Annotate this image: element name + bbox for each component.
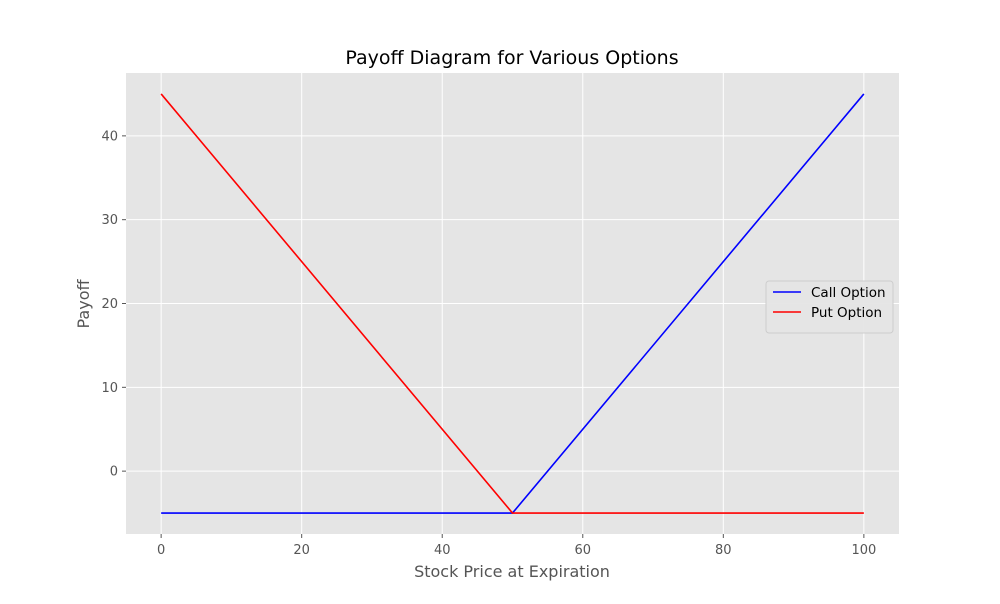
x-axis-title: Stock Price at Expiration <box>414 562 610 581</box>
x-tick-label: 60 <box>574 543 591 558</box>
y-axis-ticks: 0 10 20 30 40 <box>101 129 126 480</box>
x-tick-label: 20 <box>293 543 310 558</box>
grid-lines <box>126 73 899 534</box>
series-line-put-option <box>160 93 864 514</box>
y-tick-label: 10 <box>101 381 118 396</box>
y-tick-label: 0 <box>110 465 118 480</box>
x-axis-ticks: 0 20 40 60 80 100 <box>157 534 876 558</box>
legend-box <box>765 280 894 334</box>
series-lines <box>160 93 865 514</box>
y-axis-title: Payoff <box>74 279 93 329</box>
x-tick-label: 80 <box>715 543 732 558</box>
x-tick-label: 0 <box>157 543 165 558</box>
y-tick-label: 40 <box>101 129 118 144</box>
legend-label-call-option: Call Option <box>811 285 886 301</box>
legend-label-put-option: Put Option <box>811 305 882 321</box>
chart-title: Payoff Diagram for Various Options <box>345 47 678 69</box>
x-tick-label: 100 <box>851 543 876 558</box>
y-tick-label: 30 <box>101 213 118 228</box>
legend: Call Option Put Option <box>765 280 894 334</box>
x-tick-label: 40 <box>434 543 451 558</box>
y-tick-label: 20 <box>101 297 118 312</box>
